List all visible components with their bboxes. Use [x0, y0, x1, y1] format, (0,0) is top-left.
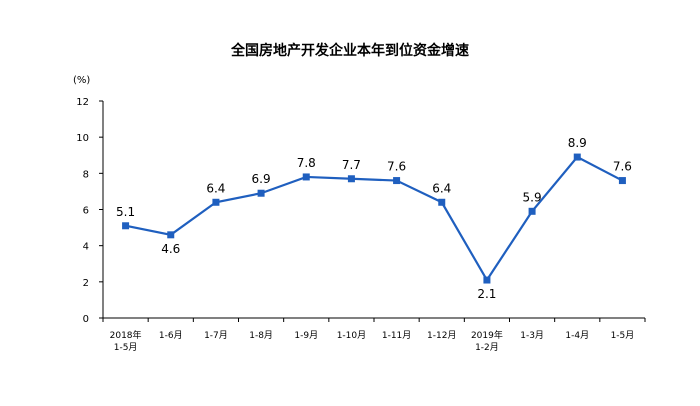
x-ticks: 2018年 1-5月 1-6月 1-7月 1-8月 1-9月 1-10月 1-11月 1-12月… — [102, 318, 646, 353]
data-point — [528, 207, 536, 215]
data-point — [438, 198, 446, 206]
data-labels: 5.1 4.6 6.4 6.9 7.8 7.7 7.6 6.4 2.1 5.9 8.9 7.6 — [116, 136, 632, 301]
y-tick-label: 8 — [83, 169, 89, 180]
y-tick-label: 2 — [83, 278, 89, 289]
x-tick-label: 1-3月 — [520, 330, 544, 341]
x-tick-label: 1-12月 — [427, 330, 456, 341]
y-tick-label: 6 — [83, 206, 89, 217]
y-ticks: 0 2 4 6 8 10 12 — [76, 97, 103, 325]
x-tick-label: 1-9月 — [294, 330, 318, 341]
data-point — [483, 276, 491, 284]
series — [122, 153, 626, 284]
x-tick-label: 2019年 1-2月 — [471, 329, 503, 353]
axes: (%) — [73, 75, 645, 319]
data-label: 5.9 — [523, 190, 542, 204]
x-tick-label: 1-8月 — [249, 330, 273, 341]
data-label: 7.6 — [613, 160, 632, 174]
series-line — [125, 155, 623, 283]
data-point — [618, 177, 626, 185]
data-point — [212, 198, 220, 206]
data-label: 6.4 — [206, 181, 225, 195]
data-label: 7.6 — [387, 160, 406, 174]
data-point — [302, 173, 310, 181]
data-label: 7.8 — [297, 156, 316, 170]
data-label: 4.6 — [161, 242, 180, 256]
chart-title: 全国房地产开发企业本年到位资金增速 — [231, 43, 469, 59]
y-axis-unit-label: (%) — [73, 75, 90, 86]
x-tick-label: 2018年 1-5月 — [110, 329, 142, 353]
data-point — [122, 222, 130, 230]
data-point — [347, 175, 355, 183]
data-label: 5.1 — [116, 205, 135, 219]
data-label: 2.1 — [477, 287, 496, 301]
data-point — [573, 153, 581, 161]
data-point — [393, 177, 401, 185]
x-tick-label: 1-5月 — [611, 330, 635, 341]
data-point — [167, 231, 175, 239]
x-tick-label: 1-4月 — [565, 330, 589, 341]
data-label: 6.4 — [432, 181, 451, 195]
y-tick-label: 12 — [76, 97, 89, 108]
y-tick-label: 0 — [83, 314, 89, 325]
x-tick-label: 1-10月 — [337, 330, 366, 341]
x-tick-label: 1-6月 — [159, 330, 183, 341]
data-point — [257, 189, 265, 197]
x-tick-label: 1-7月 — [204, 330, 228, 341]
data-label: 7.7 — [342, 158, 361, 172]
x-tick-label: 1-11月 — [382, 330, 411, 341]
data-label: 8.9 — [568, 136, 587, 150]
y-tick-label: 4 — [83, 242, 89, 253]
y-tick-label: 10 — [76, 133, 89, 144]
data-label: 6.9 — [252, 172, 271, 186]
